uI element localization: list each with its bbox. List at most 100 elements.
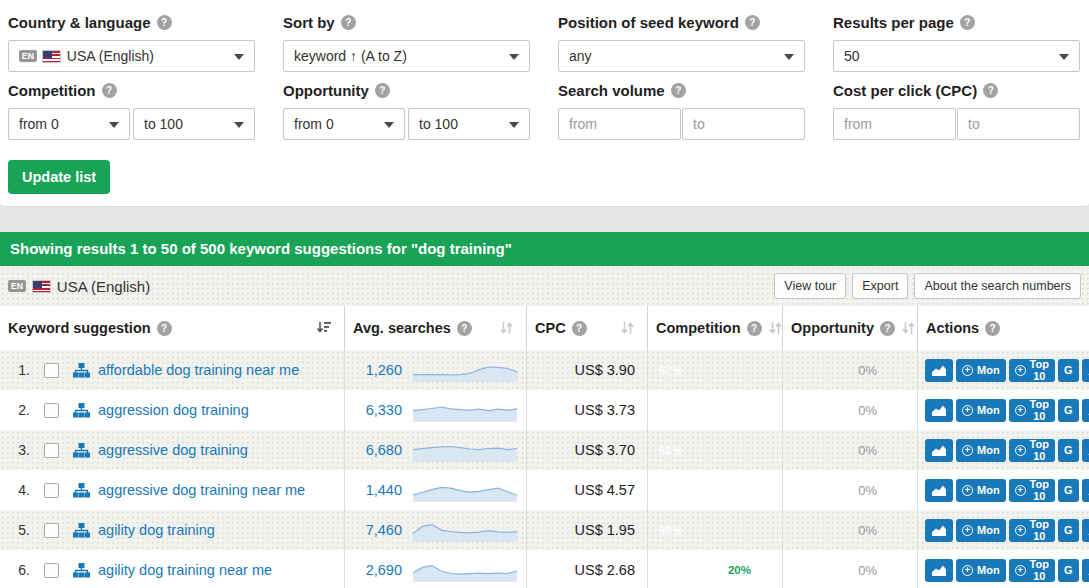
help-icon[interactable]: ? xyxy=(375,83,390,98)
header-avg-searches[interactable]: Avg. searches ? xyxy=(345,306,527,350)
row-checkbox[interactable] xyxy=(44,363,59,378)
add-to-monitoring-button[interactable]: +Mon xyxy=(956,519,1006,542)
add-to-monitoring-button[interactable]: +Mon xyxy=(956,439,1006,462)
cpc-to-input[interactable] xyxy=(957,108,1080,140)
search-volume-chart-button[interactable] xyxy=(925,399,953,422)
add-to-monitoring-button[interactable]: +Mon xyxy=(956,559,1006,582)
help-icon[interactable]: ? xyxy=(983,83,998,98)
trend-analysis-button[interactable] xyxy=(1082,399,1089,422)
keyword-link[interactable]: agility dog training xyxy=(98,522,215,538)
google-search-button[interactable]: G xyxy=(1058,399,1079,422)
keyword-link[interactable]: aggressive dog training xyxy=(98,442,248,458)
help-icon[interactable]: ? xyxy=(341,15,356,30)
sort-both-icon[interactable] xyxy=(499,321,514,335)
row-checkbox[interactable] xyxy=(44,403,59,418)
search-trend-sparkline xyxy=(412,437,518,463)
table-row: 3. aggressive dog training 6,680 US$ 3.7… xyxy=(0,430,1089,470)
trend-analysis-button[interactable] xyxy=(1082,359,1089,382)
help-icon[interactable]: ? xyxy=(745,15,760,30)
area-chart-icon xyxy=(931,444,947,457)
keyword-link[interactable]: aggression dog training xyxy=(98,402,249,418)
chevron-down-icon xyxy=(234,122,244,128)
row-checkbox[interactable] xyxy=(44,483,59,498)
cpc-value: US$ 3.70 xyxy=(575,442,635,458)
keyword-link[interactable]: aggressive dog training near me xyxy=(98,482,305,498)
row-checkbox[interactable] xyxy=(44,443,59,458)
country-language-select[interactable]: EN USA (English) xyxy=(8,40,255,72)
trend-analysis-button[interactable] xyxy=(1082,439,1089,462)
search-volume-chart-button[interactable] xyxy=(925,519,953,542)
sort-asc-icon[interactable] xyxy=(316,321,332,335)
help-icon[interactable]: ? xyxy=(960,15,975,30)
add-to-top10-button[interactable]: +Top 10 xyxy=(1009,559,1055,582)
sort-by-label: Sort by ? xyxy=(283,14,530,31)
trend-analysis-button[interactable] xyxy=(1082,559,1089,582)
help-icon[interactable]: ? xyxy=(880,321,895,336)
opportunity-to-select[interactable]: to 100 xyxy=(408,108,530,140)
search-volume-chart-button[interactable] xyxy=(925,359,953,382)
search-trend-sparkline xyxy=(412,557,518,583)
chevron-down-icon xyxy=(109,122,119,128)
header-competition[interactable]: Competition ? xyxy=(648,306,783,350)
cpc-from-input[interactable] xyxy=(833,108,956,140)
add-to-top10-button[interactable]: +Top 10 xyxy=(1009,479,1055,502)
competition-from-select[interactable]: from 0 xyxy=(8,108,130,140)
update-list-button[interactable]: Update list xyxy=(8,160,110,194)
google-search-button[interactable]: G xyxy=(1058,519,1079,542)
search-volume-chart-button[interactable] xyxy=(925,479,953,502)
add-to-monitoring-button[interactable]: +Mon xyxy=(956,359,1006,382)
header-cpc[interactable]: CPC ? xyxy=(527,306,648,350)
help-icon[interactable]: ? xyxy=(747,321,762,336)
row-number: 5. xyxy=(8,522,30,538)
help-icon[interactable]: ? xyxy=(457,321,472,336)
opportunity-from-select[interactable]: from 0 xyxy=(283,108,405,140)
row-checkbox[interactable] xyxy=(44,523,59,538)
trend-analysis-button[interactable] xyxy=(1082,519,1089,542)
sort-both-icon[interactable] xyxy=(620,321,635,335)
add-to-top10-button[interactable]: +Top 10 xyxy=(1009,359,1055,382)
help-icon[interactable]: ? xyxy=(985,321,1000,336)
competition-to-select[interactable]: to 100 xyxy=(133,108,255,140)
google-search-button[interactable]: G xyxy=(1058,439,1079,462)
search-volume-from-input[interactable] xyxy=(558,108,681,140)
row-checkbox[interactable] xyxy=(44,563,59,578)
table-row: 6. agility dog training near me 2,690 US… xyxy=(0,550,1089,588)
chevron-down-icon xyxy=(509,54,519,60)
view-tour-button[interactable]: View tour xyxy=(774,273,846,299)
sort-both-icon[interactable] xyxy=(901,321,916,335)
search-volume-chart-button[interactable] xyxy=(925,559,953,582)
help-icon[interactable]: ? xyxy=(671,83,686,98)
sort-both-icon[interactable] xyxy=(768,321,783,335)
help-icon[interactable]: ? xyxy=(572,321,587,336)
google-search-button[interactable]: G xyxy=(1058,359,1079,382)
results-per-page-select[interactable]: 50 xyxy=(833,40,1080,72)
seed-position-select[interactable]: any xyxy=(558,40,805,72)
header-opportunity[interactable]: Opportunity ? xyxy=(783,306,918,350)
add-to-top10-button[interactable]: +Top 10 xyxy=(1009,399,1055,422)
competition-bar: 47% xyxy=(655,482,765,499)
keyword-link[interactable]: affordable dog training near me xyxy=(98,362,299,378)
help-icon[interactable]: ? xyxy=(157,15,172,30)
export-button[interactable]: Export xyxy=(852,273,908,299)
sort-by-select[interactable]: keyword ↑ (A to Z) xyxy=(283,40,530,72)
header-keyword-suggestion[interactable]: Keyword suggestion ? xyxy=(0,306,345,350)
trend-analysis-button[interactable] xyxy=(1082,479,1089,502)
add-to-monitoring-button[interactable]: +Mon xyxy=(956,479,1006,502)
opportunity-value: 0% xyxy=(858,363,877,378)
about-search-numbers-button[interactable]: About the search numbers xyxy=(914,273,1081,299)
help-icon[interactable]: ? xyxy=(102,83,117,98)
add-to-top10-button[interactable]: +Top 10 xyxy=(1009,519,1055,542)
keyword-link[interactable]: agility dog training near me xyxy=(98,562,272,578)
related-keywords-icon xyxy=(73,443,90,458)
search-volume-chart-button[interactable] xyxy=(925,439,953,462)
add-to-monitoring-button[interactable]: +Mon xyxy=(956,399,1006,422)
search-volume-label: Search volume ? xyxy=(558,82,805,99)
search-volume-to-input[interactable] xyxy=(682,108,805,140)
help-icon[interactable]: ? xyxy=(157,321,172,336)
area-chart-icon xyxy=(931,564,947,577)
search-trend-sparkline xyxy=(412,477,518,503)
add-to-top10-button[interactable]: +Top 10 xyxy=(1009,439,1055,462)
google-search-button[interactable]: G xyxy=(1058,559,1079,582)
google-icon: G xyxy=(1064,564,1073,576)
google-search-button[interactable]: G xyxy=(1058,479,1079,502)
